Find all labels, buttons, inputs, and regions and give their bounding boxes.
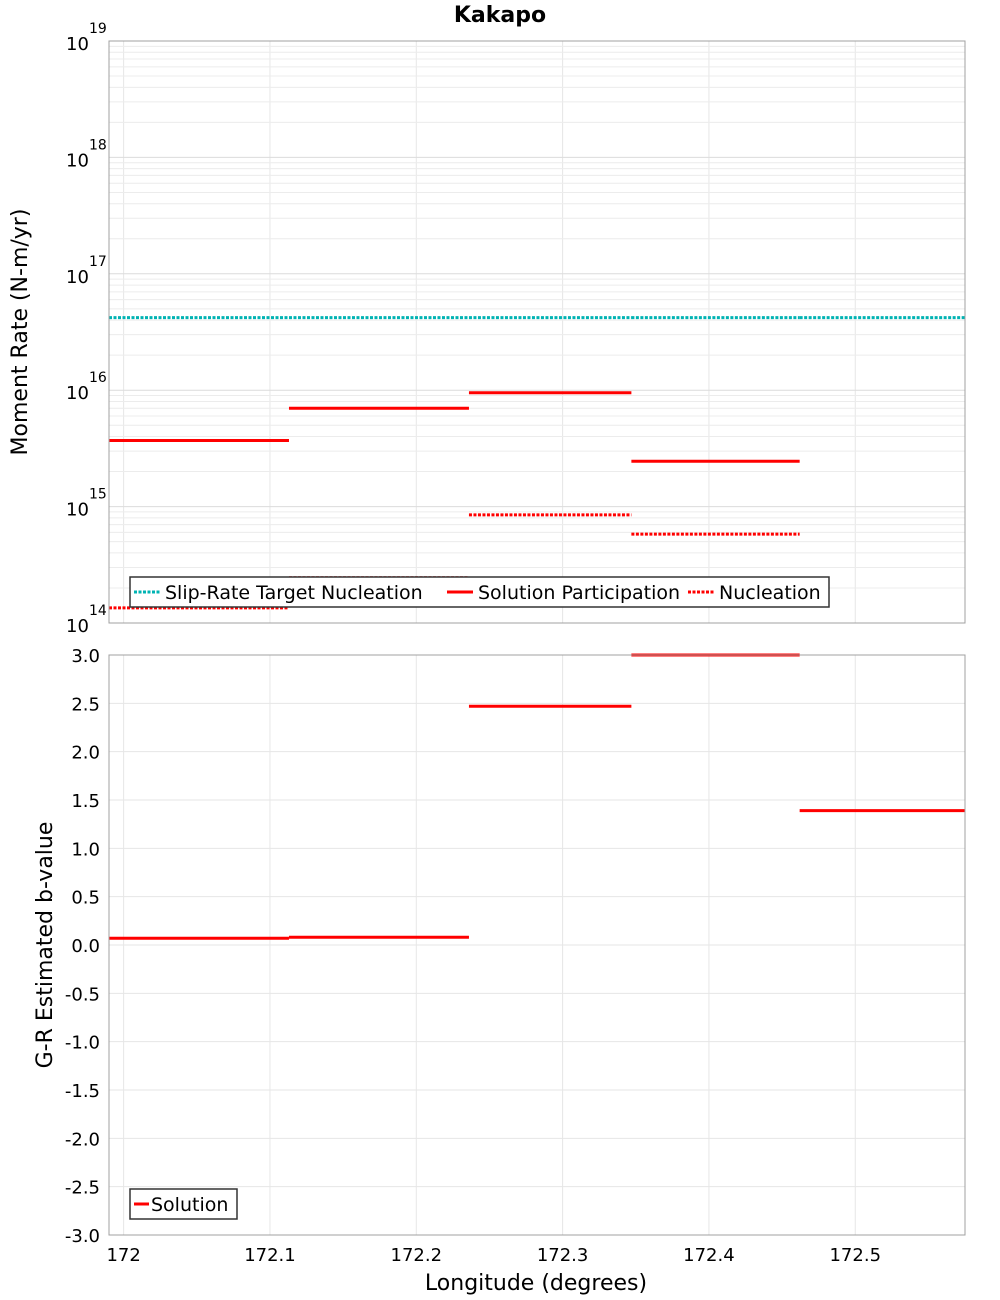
moment-rate-legend: Slip-Rate Target Nucleation Solution Part… [129, 576, 830, 608]
chart-title: Kakapo [454, 3, 546, 28]
moment-rate-gridlines [109, 41, 965, 624]
legend-label: Slip-Rate Target Nucleation [165, 582, 423, 604]
moment-rate-plot-frame [108, 40, 966, 624]
y-tick-exponent: 15 [89, 487, 107, 503]
y-tick-label: 0.0 [71, 936, 100, 957]
y-tick-label: 10 [66, 383, 89, 404]
b-value-legend: Solution [129, 1188, 238, 1220]
y-tick-label: 1.0 [71, 839, 100, 860]
x-tick-label: 172.3 [537, 1245, 589, 1266]
legend-label: Nucleation [719, 582, 821, 604]
y-tick-label: 2.0 [71, 743, 100, 764]
y-tick-label: 10 [66, 616, 89, 637]
y-tick-exponent: 18 [89, 137, 107, 153]
y-tick-label: 2.5 [71, 694, 100, 715]
x-tick-label: 172.2 [391, 1245, 443, 1266]
longitude-x-ticks: 172 172.1 172.2 172.3 172.4 172.5 [106, 1245, 881, 1266]
y-tick-label: -1.5 [65, 1081, 100, 1102]
y-tick-exponent: 17 [89, 254, 107, 270]
y-tick-label: -1.0 [65, 1033, 100, 1054]
y-tick-label: 10 [66, 267, 89, 288]
y-tick-label: -3.0 [65, 1226, 100, 1247]
y-tick-label: 10 [66, 500, 89, 521]
b-value-panel: 3.0 2.5 2.0 1.5 1.0 0.5 0.0 -0.5 -1.0 -1.5 -2.0 -2.… [33, 646, 966, 1296]
b-value-y-ticks: 3.0 2.5 2.0 1.5 1.0 0.5 0.0 -0.5 -1.0 -1.5 -2.0 -2.… [65, 646, 100, 1247]
legend-label: Solution [151, 1194, 228, 1216]
x-tick-label: 172.1 [244, 1245, 296, 1266]
x-tick-label: 172.5 [829, 1245, 881, 1266]
x-axis-label: Longitude (degrees) [425, 1271, 647, 1296]
y-tick-label: 10 [66, 150, 89, 171]
y-tick-label: -0.5 [65, 984, 100, 1005]
x-tick-label: 172.4 [683, 1245, 735, 1266]
y-tick-label: -2.0 [65, 1129, 100, 1150]
y-tick-label: 0.5 [71, 888, 100, 909]
y-tick-exponent: 16 [89, 370, 107, 386]
b-value-plot-frame [108, 654, 966, 1236]
x-tick-label: 172 [106, 1245, 140, 1266]
y-tick-label: 10 [66, 34, 89, 55]
y-tick-label: -2.5 [65, 1178, 100, 1199]
y-tick-exponent: 19 [89, 21, 107, 37]
y-tick-label: 3.0 [71, 646, 100, 667]
y-tick-exponent: 14 [89, 603, 107, 619]
moment-rate-y-axis-label: Moment Rate (N-m/yr) [8, 209, 33, 456]
b-value-y-axis-label: G-R Estimated b-value [33, 822, 58, 1069]
y-tick-label: 1.5 [71, 791, 100, 812]
legend-label: Solution Participation [478, 582, 680, 604]
